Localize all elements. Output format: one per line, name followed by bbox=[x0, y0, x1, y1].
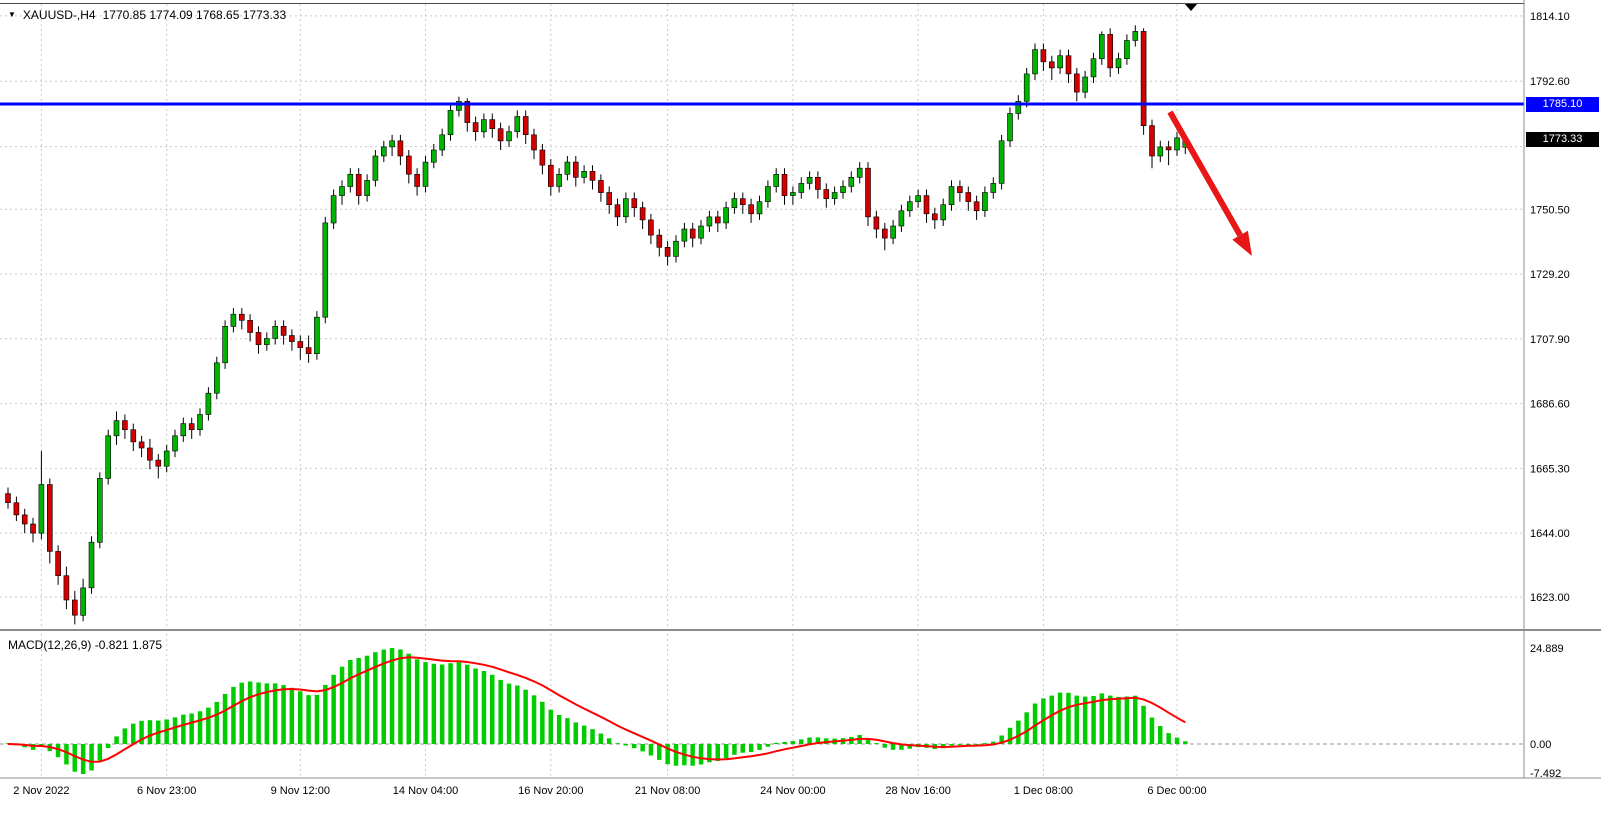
svg-text:2 Nov 2022: 2 Nov 2022 bbox=[13, 785, 69, 797]
grid-layer bbox=[0, 4, 1524, 778]
macd-indicator-label: MACD(12,26,9) -0.821 1.875 bbox=[8, 638, 163, 652]
svg-text:9 Nov 12:00: 9 Nov 12:00 bbox=[271, 785, 330, 797]
svg-text:6 Dec 00:00: 6 Dec 00:00 bbox=[1147, 785, 1206, 797]
svg-text:14 Nov 04:00: 14 Nov 04:00 bbox=[393, 785, 458, 797]
svg-text:1750.50: 1750.50 bbox=[1530, 204, 1570, 216]
svg-text:21 Nov 08:00: 21 Nov 08:00 bbox=[635, 785, 700, 797]
down-arrow-annotation[interactable] bbox=[1167, 110, 1252, 256]
svg-text:1 Dec 08:00: 1 Dec 08:00 bbox=[1014, 785, 1073, 797]
price-scale[interactable]: 1814.10 1792.60 1750.50 1729.20 1707.90 1686.… bbox=[1530, 11, 1570, 604]
svg-text:24.889: 24.889 bbox=[1530, 643, 1564, 655]
hline-price-tag: 1785.10 bbox=[1526, 97, 1599, 112]
chart-shift-marker[interactable] bbox=[1184, 3, 1198, 11]
svg-text:1686.60: 1686.60 bbox=[1530, 399, 1570, 411]
svg-text:6 Nov 23:00: 6 Nov 23:00 bbox=[137, 785, 196, 797]
time-scale[interactable]: 2 Nov 2022 6 Nov 23:00 9 Nov 12:00 14 Nov 0… bbox=[13, 785, 1206, 797]
svg-text:1729.20: 1729.20 bbox=[1530, 269, 1570, 281]
svg-text:28 Nov 16:00: 28 Nov 16:00 bbox=[885, 785, 950, 797]
svg-text:1707.90: 1707.90 bbox=[1530, 334, 1570, 346]
svg-text:0.00: 0.00 bbox=[1530, 739, 1551, 751]
symbol-dropdown-icon: ▼ bbox=[8, 10, 16, 19]
svg-text:1644.00: 1644.00 bbox=[1530, 528, 1570, 540]
macd-scale[interactable]: 24.889 0.00 -7.492 bbox=[1530, 643, 1564, 780]
svg-text:1623.00: 1623.00 bbox=[1530, 592, 1570, 604]
current-price-tag: 1773.33 bbox=[1526, 132, 1599, 147]
pane-borders bbox=[0, 0, 1601, 779]
svg-text:24 Nov 00:00: 24 Nov 00:00 bbox=[760, 785, 825, 797]
macd-histogram bbox=[5, 648, 1188, 774]
ohlc-readout: 1770.85 1774.09 1768.65 1773.33 bbox=[102, 8, 287, 22]
chart-title: ▼ XAUUSD-,H4 1770.85 1774.09 1768.65 177… bbox=[8, 8, 286, 22]
svg-text:1814.10: 1814.10 bbox=[1530, 11, 1570, 23]
candles-layer bbox=[5, 25, 1189, 625]
symbol-period-label: XAUUSD-,H4 bbox=[22, 8, 96, 22]
svg-text:1792.60: 1792.60 bbox=[1530, 76, 1570, 88]
svg-text:16 Nov 20:00: 16 Nov 20:00 bbox=[518, 785, 583, 797]
svg-text:1665.30: 1665.30 bbox=[1530, 463, 1570, 475]
macd-signal-line bbox=[7, 656, 1186, 763]
svg-text:-7.492: -7.492 bbox=[1530, 768, 1561, 780]
